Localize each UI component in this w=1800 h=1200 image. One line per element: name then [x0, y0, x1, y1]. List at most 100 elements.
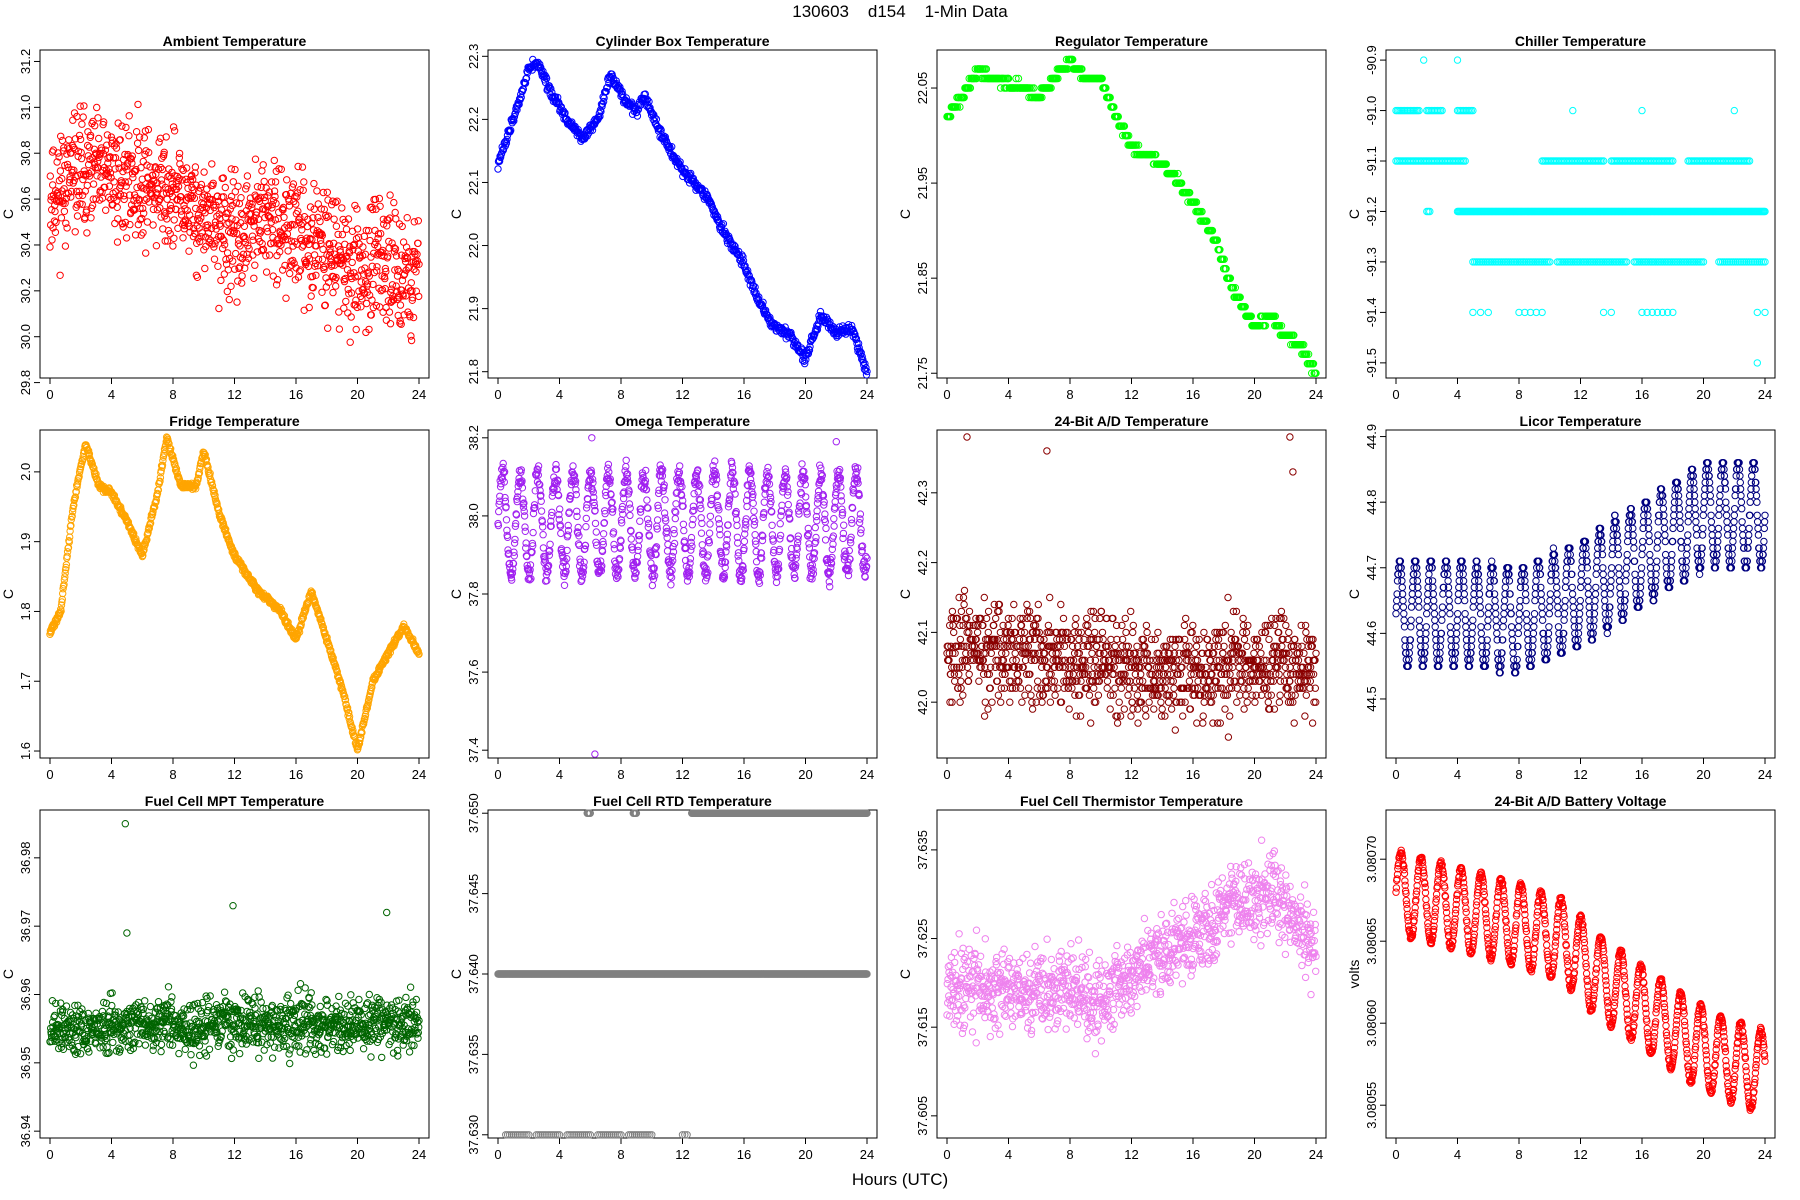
data-point — [281, 214, 287, 220]
data-point — [354, 226, 360, 232]
data-point — [408, 280, 414, 286]
data-point — [637, 518, 643, 524]
chart-title: Cylinder Box Temperature — [595, 33, 769, 49]
data-point — [547, 541, 553, 547]
chart-panel-ambient-temperature: Ambient TemperatureC0 4 8 12 16 20 2429.830.03… — [0, 33, 429, 402]
data-point — [202, 265, 208, 271]
data-point — [252, 156, 258, 162]
data-point — [49, 237, 55, 243]
data-point — [750, 500, 756, 506]
data-point — [496, 508, 502, 514]
data-point — [1485, 309, 1491, 315]
y-axis-label: C — [1346, 209, 1362, 219]
y-axis-label: C — [448, 209, 464, 219]
x-tick-label: 4 — [108, 767, 115, 782]
data-point — [512, 536, 518, 542]
x-tick-label: 16 — [1635, 387, 1649, 402]
data-point — [331, 216, 337, 222]
x-tick-label: 12 — [227, 767, 241, 782]
data-point — [272, 179, 278, 185]
data-point — [209, 161, 215, 167]
data-point — [1421, 57, 1427, 63]
data-point — [263, 269, 269, 275]
y-tick-label: 1.9 — [18, 533, 33, 551]
y-tick-label: 22.3 — [466, 44, 481, 69]
data-points — [47, 434, 422, 753]
x-tick-label: 24 — [860, 767, 874, 782]
data-point — [691, 491, 697, 497]
data-point — [570, 463, 576, 469]
data-point — [538, 508, 544, 514]
x-tick-label: 8 — [1515, 387, 1522, 402]
data-point — [59, 137, 65, 143]
data-point — [126, 113, 132, 119]
y-axis-label: C — [0, 589, 16, 599]
data-point — [235, 183, 241, 189]
y-tick-label: -91.2 — [1364, 197, 1379, 227]
data-point — [646, 520, 652, 526]
data-point — [141, 135, 147, 141]
x-tick-label: 24 — [412, 387, 426, 402]
data-point — [211, 256, 217, 262]
data-point — [540, 532, 546, 538]
data-point — [112, 220, 118, 226]
x-tick-label: 8 — [617, 387, 624, 402]
data-point — [688, 534, 694, 540]
data-point — [347, 339, 353, 345]
data-point — [251, 275, 257, 281]
data-point — [1639, 107, 1645, 113]
data-point — [707, 521, 713, 527]
data-point — [228, 283, 234, 289]
data-point — [689, 543, 695, 549]
data-point — [64, 225, 70, 231]
data-point — [592, 520, 598, 526]
chart-title: Ambient Temperature — [163, 33, 307, 49]
data-point — [50, 182, 56, 188]
data-point — [180, 235, 186, 241]
data-point — [530, 529, 536, 535]
data-point — [628, 536, 634, 542]
data-point — [304, 223, 310, 229]
data-point — [734, 522, 740, 528]
x-tick-label: 12 — [1573, 387, 1587, 402]
y-tick-label: 1.7 — [18, 672, 33, 690]
data-point — [333, 223, 339, 229]
data-point — [416, 293, 422, 299]
data-point — [677, 463, 683, 469]
data-point — [698, 530, 704, 536]
data-point — [238, 195, 244, 201]
data-point — [79, 121, 85, 127]
data-point — [70, 117, 76, 123]
data-point — [130, 174, 136, 180]
chart-title: Fridge Temperature — [169, 413, 300, 429]
data-point — [671, 530, 677, 536]
data-point — [186, 248, 192, 254]
x-tick-label: 24 — [1758, 387, 1772, 402]
data-point — [1754, 360, 1760, 366]
data-point — [232, 166, 238, 172]
data-point — [699, 542, 705, 548]
data-point — [47, 244, 53, 250]
x-tick-label: 12 — [675, 387, 689, 402]
y-tick-label: -91.1 — [1364, 146, 1379, 176]
data-point — [741, 538, 747, 544]
data-point — [320, 246, 326, 252]
data-point — [1754, 309, 1760, 315]
data-point — [583, 515, 589, 521]
data-point — [324, 189, 330, 195]
data-point — [57, 272, 63, 278]
y-axis-label: C — [897, 209, 913, 219]
data-point — [314, 188, 320, 194]
data-point — [193, 205, 199, 211]
data-point — [495, 166, 501, 172]
y-tick-label: -91.0 — [1364, 96, 1379, 126]
data-points — [1393, 57, 1768, 366]
data-point — [707, 513, 713, 519]
data-point — [654, 517, 660, 523]
x-tick-label: 20 — [798, 387, 812, 402]
plot-frame — [40, 50, 429, 378]
y-tick-label: 38.0 — [466, 503, 481, 528]
data-point — [241, 223, 247, 229]
data-point — [95, 115, 101, 121]
data-point — [673, 501, 679, 507]
